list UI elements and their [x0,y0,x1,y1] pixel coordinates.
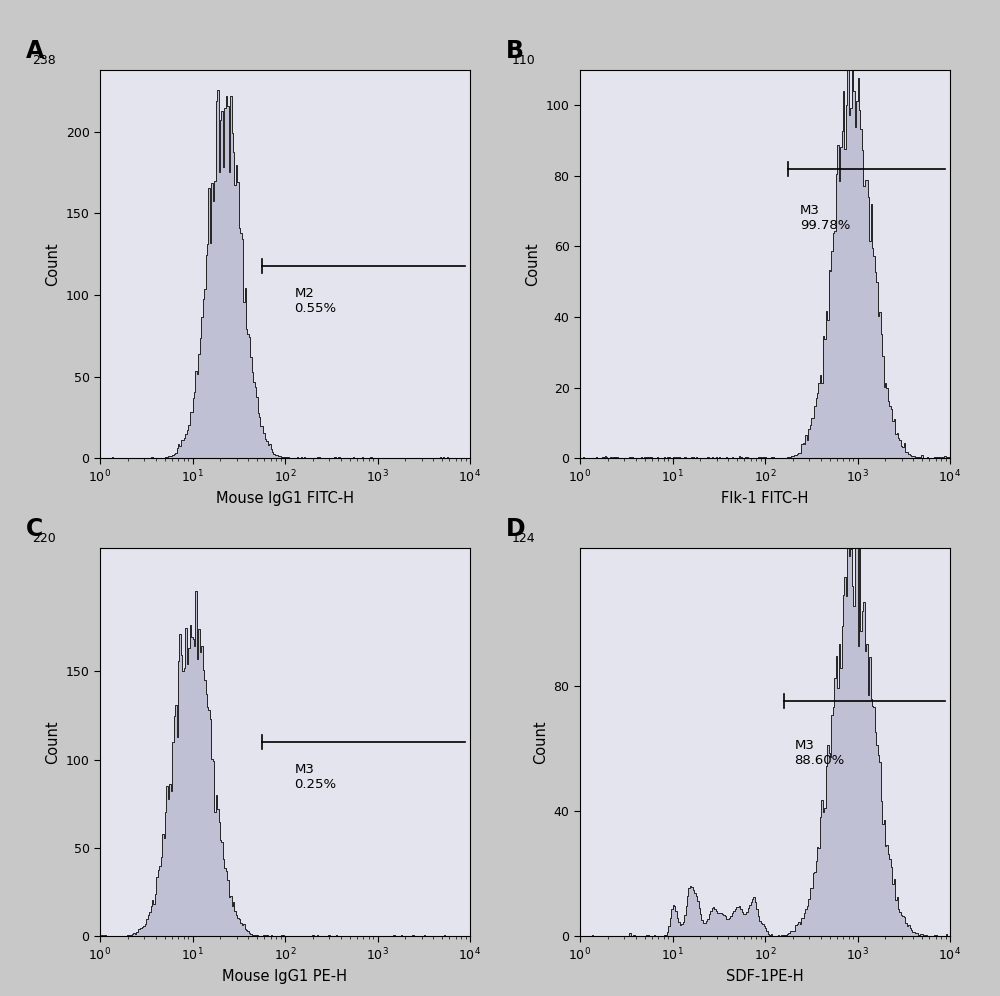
X-axis label: Mouse IgG1 PE-H: Mouse IgG1 PE-H [222,969,348,984]
Text: C: C [26,517,43,541]
X-axis label: Mouse IgG1 FITC-H: Mouse IgG1 FITC-H [216,491,354,506]
X-axis label: Flk-1 FITC-H: Flk-1 FITC-H [721,491,809,506]
Text: D: D [506,517,526,541]
Text: M3
88.60%: M3 88.60% [795,739,845,767]
Text: 124: 124 [512,532,536,545]
Text: 220: 220 [32,532,56,545]
Text: M3
0.25%: M3 0.25% [294,763,336,791]
X-axis label: SDF-1PE-H: SDF-1PE-H [726,969,804,984]
Y-axis label: Count: Count [525,242,540,286]
Y-axis label: Count: Count [45,242,60,286]
Text: A: A [26,39,44,63]
Text: M3
99.78%: M3 99.78% [800,204,851,232]
Text: 238: 238 [32,54,56,67]
Y-axis label: Count: Count [45,720,60,764]
Y-axis label: Count: Count [533,720,548,764]
Text: B: B [506,39,524,63]
Text: M2
0.55%: M2 0.55% [294,287,336,315]
Text: 110: 110 [512,54,536,67]
